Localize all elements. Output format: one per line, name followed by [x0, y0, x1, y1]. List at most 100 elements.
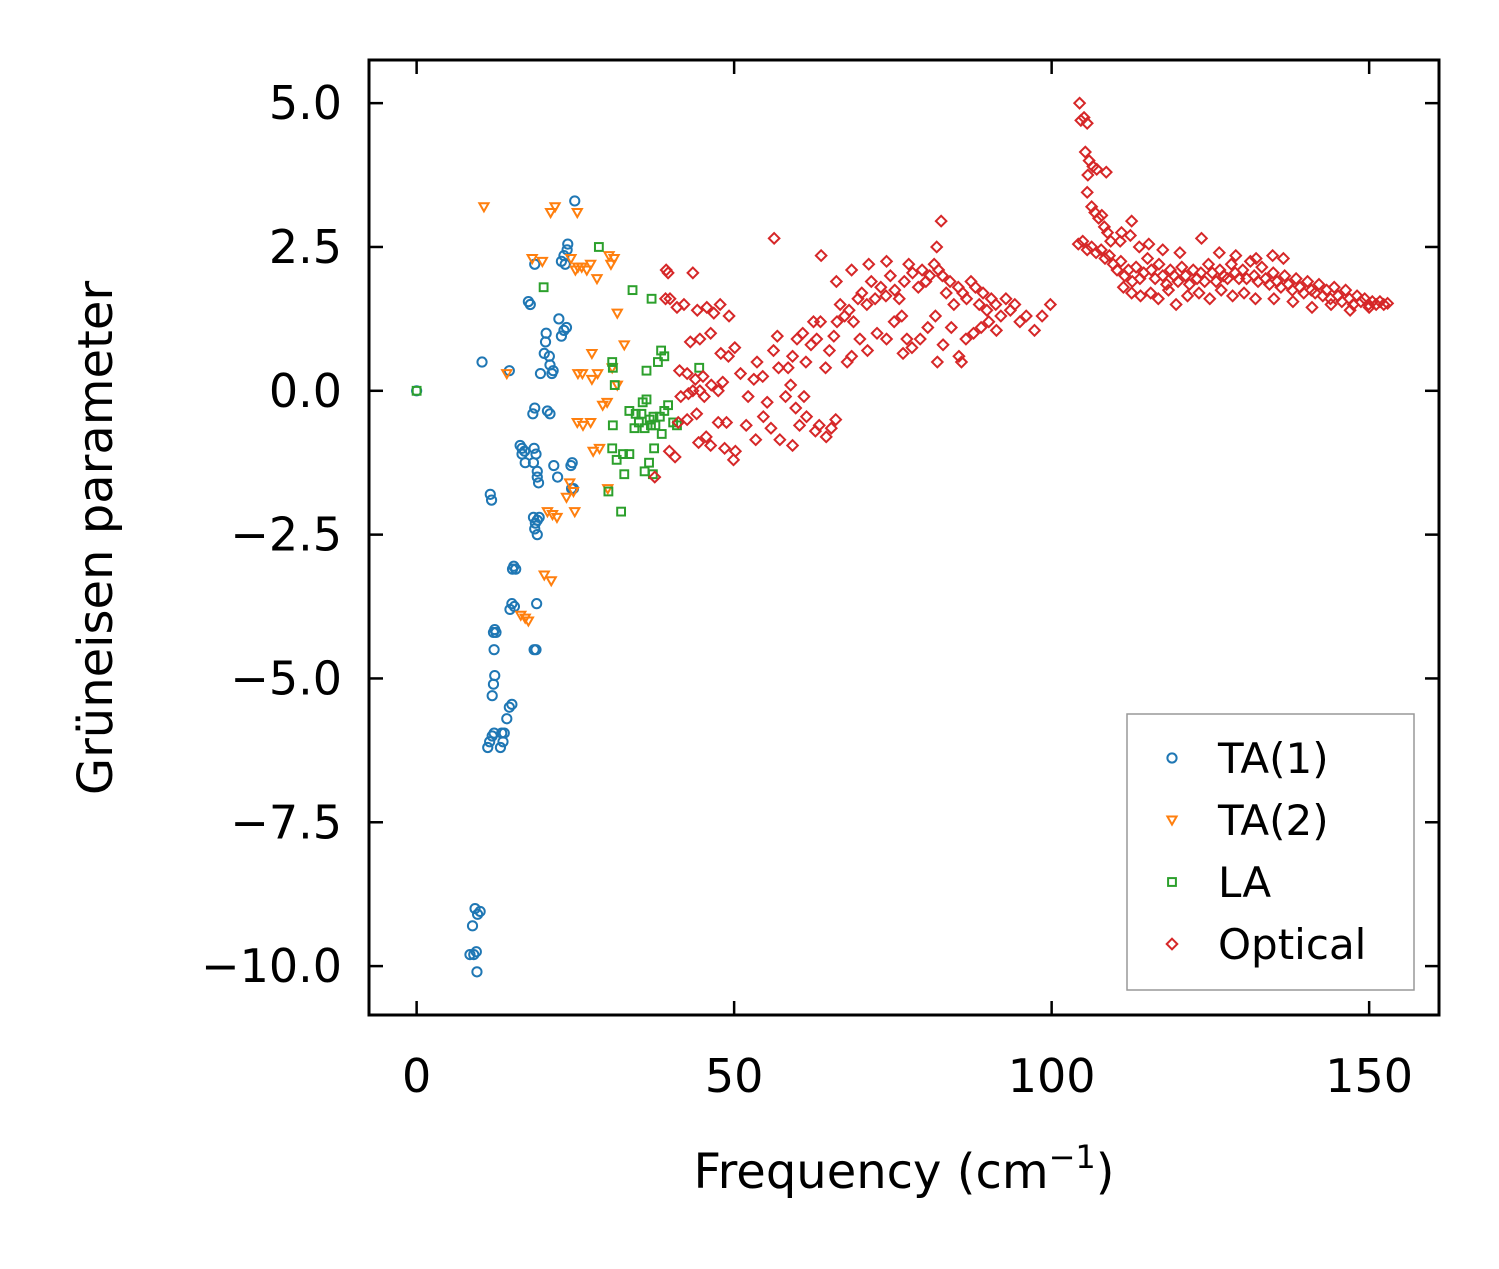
data-point	[829, 412, 843, 427]
data-point	[929, 240, 944, 254]
data-point	[822, 343, 837, 358]
data-point	[500, 369, 514, 381]
data-point	[680, 412, 694, 427]
data-point	[1129, 260, 1143, 274]
data-point	[1151, 292, 1166, 306]
data-point	[897, 274, 912, 289]
data-point	[1089, 246, 1103, 260]
data-point	[528, 442, 540, 454]
data-point	[471, 966, 483, 978]
data-point	[936, 338, 950, 352]
data-point	[644, 457, 654, 468]
data-point	[1173, 246, 1187, 260]
data-point	[607, 420, 618, 431]
x-axis-label: Frequency (cm−1)	[693, 1138, 1114, 1200]
data-point	[1077, 110, 1091, 125]
data-point	[900, 332, 914, 346]
data-point	[1327, 280, 1341, 294]
data-point	[1132, 240, 1146, 254]
data-point	[527, 408, 539, 420]
y-axis-label: Grüneisen parameter	[68, 281, 124, 796]
data-point	[663, 292, 677, 306]
data-point	[1156, 269, 1170, 283]
data-point	[824, 421, 838, 435]
data-point	[1180, 289, 1195, 303]
data-point	[785, 349, 800, 363]
data-point	[819, 430, 833, 444]
data-point	[1080, 116, 1094, 130]
data-point	[1080, 185, 1094, 200]
data-point	[982, 315, 996, 329]
data-point	[1098, 251, 1112, 266]
data-point	[1143, 286, 1158, 300]
data-point	[1354, 294, 1368, 309]
series-la	[411, 242, 705, 517]
x-tick-label: 0	[402, 1049, 431, 1103]
data-point	[1159, 277, 1174, 292]
data-point	[1214, 283, 1228, 297]
data-point	[1300, 274, 1315, 289]
data-point	[506, 598, 518, 610]
data-point	[1169, 297, 1183, 312]
data-point	[533, 511, 545, 523]
data-point	[939, 286, 953, 300]
data-point	[959, 332, 973, 346]
data-point	[607, 362, 618, 373]
data-point	[1080, 243, 1094, 257]
data-point	[756, 409, 771, 424]
data-point	[1312, 277, 1326, 292]
data-point	[514, 610, 528, 622]
data-point	[544, 208, 557, 220]
data-point	[1019, 309, 1033, 323]
data-point	[661, 266, 675, 280]
data-point	[976, 286, 990, 300]
data-point	[1099, 165, 1113, 179]
data-point	[568, 507, 582, 519]
data-point	[921, 320, 935, 335]
data-point	[575, 262, 589, 274]
data-point	[559, 258, 571, 270]
data-point	[806, 315, 821, 329]
x-tick-label: 50	[705, 1049, 764, 1103]
x-axis-label-close: )	[1096, 1144, 1115, 1200]
data-point	[532, 477, 545, 489]
data-point	[883, 269, 898, 283]
data-point	[537, 570, 551, 582]
data-point	[767, 231, 781, 246]
data-point	[639, 466, 650, 477]
series-ta-1	[411, 195, 581, 978]
data-point	[516, 442, 528, 454]
data-point	[1265, 248, 1280, 263]
data-point	[541, 405, 554, 417]
data-point	[477, 202, 491, 214]
data-point	[1289, 271, 1303, 286]
data-point	[783, 378, 798, 392]
data-point	[1091, 211, 1106, 225]
data-point	[842, 303, 856, 317]
legend-label: TA(1)	[1217, 734, 1329, 783]
data-point	[1081, 168, 1095, 182]
data-point	[1194, 231, 1209, 246]
data-point	[584, 259, 597, 271]
data-point	[915, 263, 929, 277]
data-point	[680, 366, 694, 381]
legend: TA(1) TA(2) LA Optical	[1126, 713, 1415, 991]
data-point	[896, 346, 910, 361]
data-point	[485, 494, 498, 506]
data-point	[943, 274, 957, 289]
data-point	[1008, 297, 1022, 312]
data-point	[490, 626, 502, 639]
data-point	[715, 375, 730, 389]
data-point	[1197, 274, 1212, 289]
data-point	[756, 369, 770, 384]
data-point	[618, 449, 628, 459]
data-point	[719, 415, 734, 430]
data-point	[658, 292, 673, 306]
data-point	[905, 266, 920, 280]
data-point	[1277, 269, 1292, 283]
data-point	[693, 332, 707, 346]
legend-marker-diamond	[1165, 937, 1179, 951]
data-point	[690, 303, 705, 317]
data-point	[610, 308, 624, 320]
